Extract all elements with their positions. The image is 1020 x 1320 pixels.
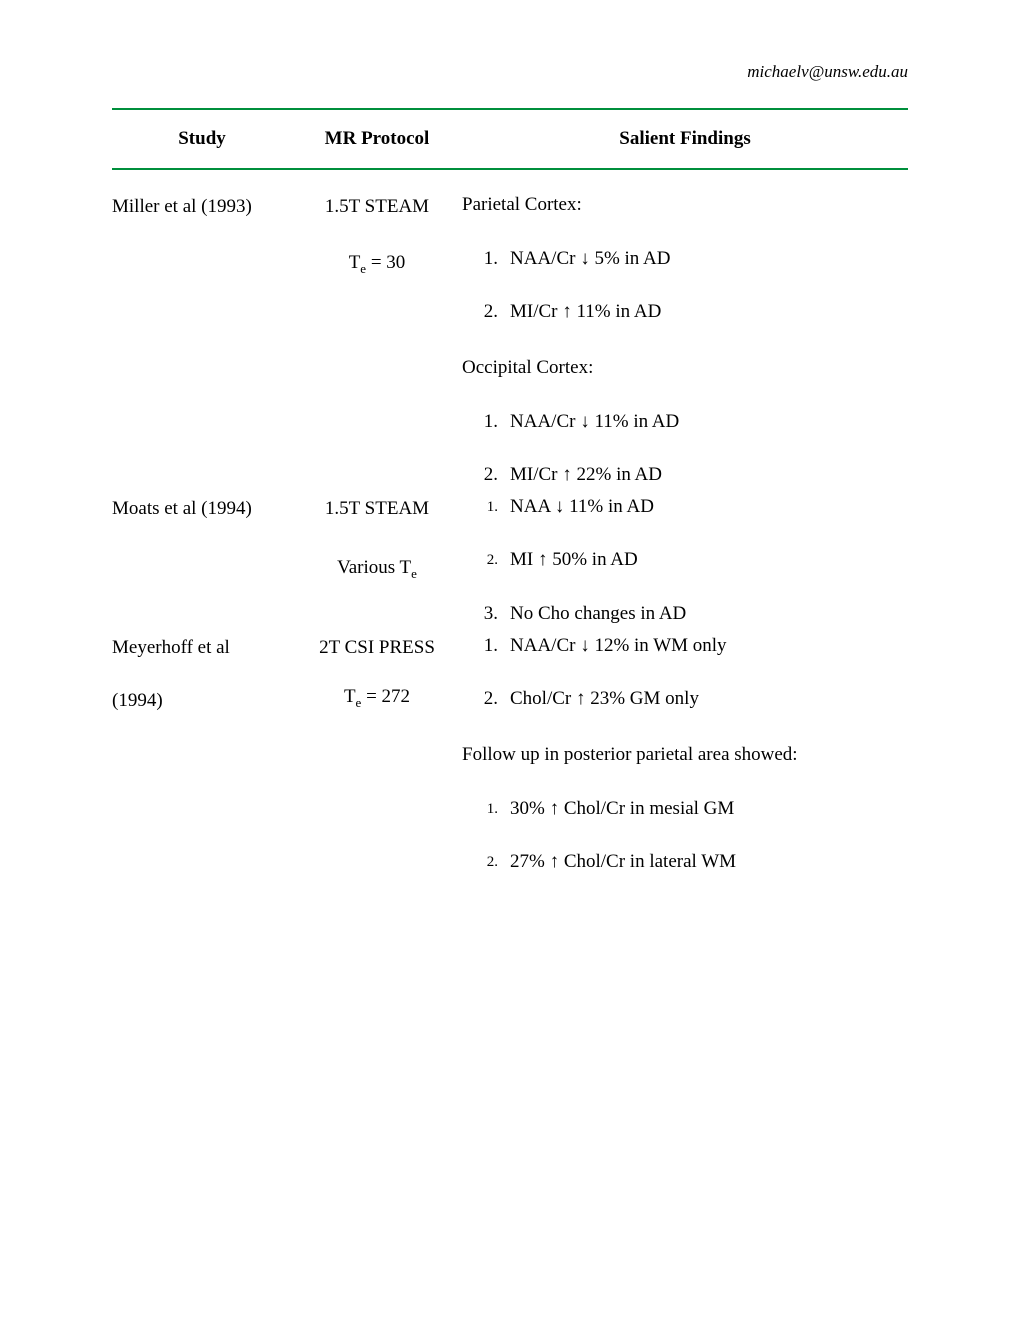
list-num: 2. (462, 547, 510, 573)
list-num: 2. (462, 849, 510, 875)
list-num: 1. (462, 246, 510, 272)
col-header-findings: Salient Findings (462, 128, 908, 150)
table-row: Meyerhoff et al (1994) 2T CSI PRESS Te =… (112, 633, 908, 903)
cell-findings: Parietal Cortex: 1.NAA/Cr ↓ 5% in AD 2.M… (462, 192, 908, 494)
list-text: NAA/Cr ↓ 11% in AD (510, 409, 679, 435)
list-item: 2.Chol/Cr ↑ 23% GM only (462, 686, 908, 712)
protocol-line2: Various Te (292, 555, 462, 582)
list-item: 1.NAA/Cr ↓ 11% in AD (462, 409, 908, 435)
findings-heading: Follow up in posterior parietal area sho… (462, 742, 908, 768)
cell-findings: 1.NAA/Cr ↓ 12% in WM only 2.Chol/Cr ↑ 23… (462, 633, 908, 903)
protocol-line2: Te = 272 (292, 684, 462, 711)
findings-list: 1.NAA/Cr ↓ 5% in AD 2.MI/Cr ↑ 11% in AD (462, 246, 908, 325)
page: michaelv@unsw.edu.au Study MR Protocol S… (0, 0, 1020, 1320)
findings-list: 1.30% ↑ Chol/Cr in mesial GM 2.27% ↑ Cho… (462, 796, 908, 875)
table-header-rule: Study MR Protocol Salient Findings (112, 108, 908, 170)
list-num: 1. (462, 409, 510, 435)
cell-study: Meyerhoff et al (1994) (112, 633, 292, 714)
protocol-line1: 1.5T STEAM (292, 496, 462, 522)
list-text: 27% ↑ Chol/Cr in lateral WM (510, 849, 736, 875)
col-header-study: Study (112, 128, 292, 150)
list-num: 2. (462, 299, 510, 325)
list-num: 3. (462, 601, 510, 627)
list-item: 2.27% ↑ Chol/Cr in lateral WM (462, 849, 908, 875)
findings-list: 1.NAA/Cr ↓ 11% in AD 2.MI/Cr ↑ 22% in AD (462, 409, 908, 488)
table-body: Miller et al (1993) 1.5T STEAM Te = 30 P… (112, 192, 908, 903)
cell-protocol: 1.5T STEAM Various Te (292, 494, 462, 583)
protocol-te-sub: e (411, 566, 417, 581)
protocol-te-prefix: T (349, 252, 361, 273)
table-header-row: Study MR Protocol Salient Findings (112, 110, 908, 168)
list-num: 1. (462, 796, 510, 822)
protocol-te-prefix: T (344, 686, 356, 707)
list-text: MI/Cr ↑ 22% in AD (510, 462, 662, 488)
list-text: MI/Cr ↑ 11% in AD (510, 299, 661, 325)
header-email: michaelv@unsw.edu.au (112, 62, 908, 82)
list-text: NAA ↓ 11% in AD (510, 494, 654, 520)
cell-findings: 1.NAA ↓ 11% in AD 2.MI ↑ 50% in AD 3.No … (462, 494, 908, 633)
list-num: 1. (462, 494, 510, 520)
cell-protocol: 1.5T STEAM Te = 30 (292, 192, 462, 277)
list-num: 2. (462, 686, 510, 712)
table-row: Miller et al (1993) 1.5T STEAM Te = 30 P… (112, 192, 908, 494)
list-item: 1.30% ↑ Chol/Cr in mesial GM (462, 796, 908, 822)
study-line2: (1994) (112, 688, 292, 714)
list-item: 1.NAA/Cr ↓ 12% in WM only (462, 633, 908, 659)
list-item: 1.NAA ↓ 11% in AD (462, 494, 908, 520)
list-text: Chol/Cr ↑ 23% GM only (510, 686, 699, 712)
list-num: 1. (462, 633, 510, 659)
col-header-protocol: MR Protocol (292, 128, 462, 150)
list-text: NAA/Cr ↓ 5% in AD (510, 246, 670, 272)
list-text: NAA/Cr ↓ 12% in WM only (510, 633, 727, 659)
protocol-line1: 2T CSI PRESS (292, 635, 462, 661)
findings-heading: Occipital Cortex: (462, 355, 908, 381)
list-item: 3.No Cho changes in AD (462, 601, 908, 627)
list-text: MI ↑ 50% in AD (510, 547, 638, 573)
protocol-te-suffix: = 30 (366, 252, 405, 273)
protocol-line1: 1.5T STEAM (292, 194, 462, 220)
list-item: 2.MI ↑ 50% in AD (462, 547, 908, 573)
cell-study: Moats et al (1994) (112, 494, 292, 522)
list-text: No Cho changes in AD (510, 601, 686, 627)
protocol-te-suffix: = 272 (361, 686, 410, 707)
list-text: 30% ↑ Chol/Cr in mesial GM (510, 796, 734, 822)
protocol-te-prefix: Various T (337, 557, 411, 578)
list-num: 2. (462, 462, 510, 488)
list-item: 2.MI/Cr ↑ 11% in AD (462, 299, 908, 325)
findings-heading: Parietal Cortex: (462, 192, 908, 218)
cell-study: Miller et al (1993) (112, 192, 292, 220)
list-item: 1.NAA/Cr ↓ 5% in AD (462, 246, 908, 272)
findings-list: 1.NAA/Cr ↓ 12% in WM only 2.Chol/Cr ↑ 23… (462, 633, 908, 712)
findings-list: 1.NAA ↓ 11% in AD 2.MI ↑ 50% in AD 3.No … (462, 494, 908, 627)
protocol-line2: Te = 30 (292, 250, 462, 277)
study-line1: Meyerhoff et al (112, 635, 292, 661)
list-item: 2.MI/Cr ↑ 22% in AD (462, 462, 908, 488)
table-row: Moats et al (1994) 1.5T STEAM Various Te… (112, 494, 908, 633)
cell-protocol: 2T CSI PRESS Te = 272 (292, 633, 462, 712)
